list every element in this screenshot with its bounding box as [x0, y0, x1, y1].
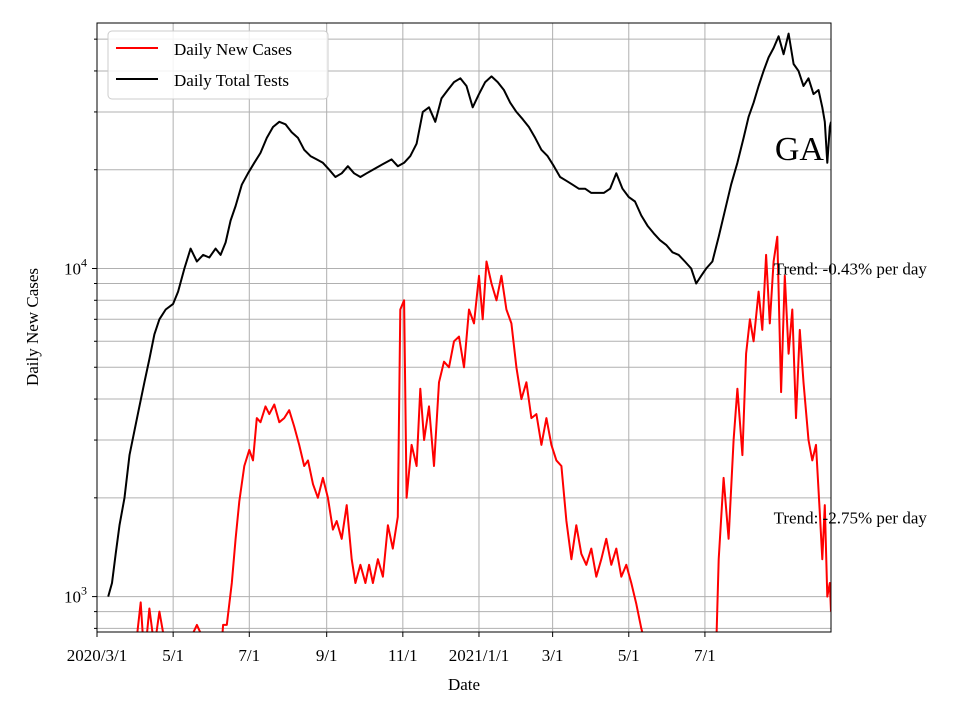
y-tick-label: 104 [64, 255, 87, 278]
grid [96, 23, 831, 632]
annotations: GA Trend: -0.43% per day Trend: -2.75% per… [774, 131, 928, 528]
x-tick-labels: 2020/3/1 5/1 7/1 9/1 11/1 2021/1/1 3/1 5/1 7/1 [67, 646, 716, 665]
series-group [107, 32, 831, 632]
y-axis-label: Daily New Cases [23, 268, 42, 386]
axis-ticks [92, 38, 706, 637]
legend-label-tests: Daily Total Tests [174, 71, 289, 90]
x-tick-label: 11/1 [388, 646, 418, 665]
x-tick-label: 3/1 [542, 646, 564, 665]
x-tick-label: 7/1 [694, 646, 716, 665]
y-tick-labels: 103 104 [64, 255, 87, 606]
x-tick-label: 5/1 [162, 646, 184, 665]
legend: Daily New Cases Daily Total Tests [107, 30, 329, 100]
state-annotation: GA [775, 131, 825, 168]
x-tick-label: 2021/1/1 [449, 646, 509, 665]
y-tick-label: 103 [64, 584, 87, 607]
x-tick-label: 2020/3/1 [67, 646, 127, 665]
plot-frame [96, 22, 832, 633]
x-tick-label: 7/1 [238, 646, 260, 665]
x-axis-label: Date [448, 675, 480, 694]
trend-annotation: Trend: -2.75% per day [774, 509, 928, 528]
legend-box [107, 30, 329, 100]
x-tick-label: 5/1 [618, 646, 640, 665]
trend-annotation: Trend: -0.43% per day [774, 259, 928, 278]
series-line-daily-new-cases [136, 235, 831, 632]
legend-label-cases: Daily New Cases [174, 40, 292, 59]
series-line-daily-total-tests [107, 32, 831, 597]
x-tick-label: 9/1 [316, 646, 338, 665]
